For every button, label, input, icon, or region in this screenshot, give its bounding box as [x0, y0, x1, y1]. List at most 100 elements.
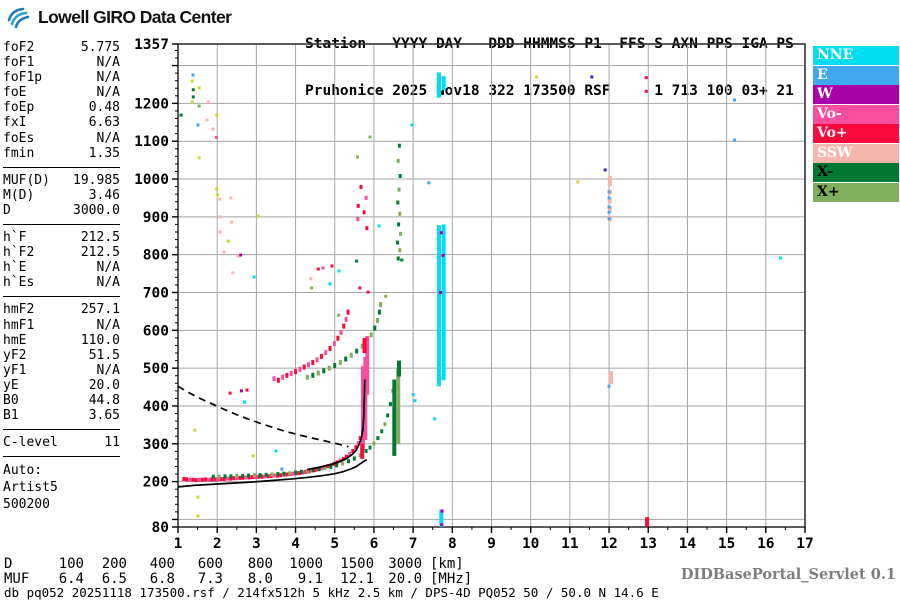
- svg-text:1: 1: [174, 536, 183, 552]
- giro-logo: Lowell GIRO Data Center: [6, 5, 232, 29]
- param-value: 212.5: [80, 245, 120, 261]
- param-row-hme: hmE 110.0: [3, 333, 120, 348]
- autoscaling-info-line: Artist5: [3, 480, 58, 496]
- param-label: foEp: [3, 100, 35, 116]
- d-row-unit: [km]: [430, 556, 464, 572]
- param-label: foE: [3, 85, 27, 101]
- param-label: MUF(D): [3, 172, 50, 188]
- analysis-curves: [177, 379, 368, 488]
- param-label: D: [3, 202, 11, 218]
- file-status-line: db pq052 20251118 173500.rsf / 214fx512h…: [4, 585, 659, 600]
- panel-divider: [3, 456, 120, 458]
- param-value: 44.8: [88, 392, 120, 408]
- series-x-mode-trace: [211, 388, 395, 479]
- param-row-mufd: MUF(D) 19.985: [3, 173, 120, 188]
- svg-text:12: 12: [600, 536, 617, 552]
- param-value: 257.1: [80, 302, 120, 318]
- svg-text:1200: 1200: [134, 96, 169, 112]
- param-row-b1: B1 3.65: [3, 408, 120, 423]
- curve-dashed-virtual-height: [177, 385, 349, 448]
- muf-row-value: 6.8: [149, 571, 175, 587]
- panel-divider: [3, 296, 120, 298]
- axis-ticks: [172, 43, 806, 533]
- param-label: foF1: [3, 55, 35, 71]
- d-row-value: 100: [58, 556, 84, 572]
- muf-row-label: MUF: [4, 571, 30, 587]
- svg-text:15: 15: [718, 536, 735, 552]
- muf-row-value: 8.0: [247, 571, 273, 587]
- param-value: 6.63: [88, 115, 120, 131]
- svg-text:13: 13: [640, 536, 657, 552]
- param-row-fof2: foF2 5.775: [3, 40, 120, 55]
- series-second-hop-o-asymptote: [356, 184, 369, 231]
- svg-text:17: 17: [796, 536, 813, 552]
- panel-divider: [3, 224, 120, 226]
- curve-fitted-trace: [307, 379, 366, 471]
- d-row-label: D: [4, 556, 13, 572]
- param-label: h`Es: [3, 275, 35, 291]
- param-value: 20.0: [88, 377, 120, 393]
- giro-logo-icon: [7, 7, 30, 29]
- svg-text:14: 14: [679, 536, 697, 552]
- svg-text:5: 5: [330, 536, 339, 552]
- curve-true-height-profile: [177, 459, 368, 488]
- legend-item-vo: Vo+: [813, 124, 899, 143]
- param-value: 5.775: [80, 40, 120, 55]
- d-row-value: 800: [247, 556, 273, 572]
- param-row-b0: B0 44.8: [3, 393, 120, 408]
- param-row-foe: foE N/A: [3, 85, 120, 100]
- param-row-fof1: foF1 N/A: [3, 55, 120, 70]
- param-label: foEs: [3, 130, 35, 146]
- svg-text:11: 11: [561, 536, 579, 552]
- muf-row-unit: [MHz]: [430, 571, 473, 587]
- legend-item-vo: Vo-: [813, 104, 899, 124]
- autoscaling-info-line: 500200: [3, 497, 50, 513]
- param-label: foF1p: [3, 70, 43, 86]
- param-label: fmin: [3, 145, 35, 161]
- param-label: hmF1: [3, 317, 35, 333]
- muf-row-value: 20.0: [388, 571, 422, 587]
- svg-text:80: 80: [152, 520, 169, 536]
- station-header-columns: Station YYYY DAY DDD HHMMSS P1 FFS S AXN…: [305, 36, 794, 52]
- param-value: N/A: [96, 70, 120, 86]
- svg-text:300: 300: [143, 437, 169, 453]
- param-label: B0: [3, 392, 19, 408]
- panel-divider: [3, 166, 120, 168]
- y-axis-labels: 1357 1200 1100 1000 900 800 700 600 500 400 300 200…: [134, 37, 169, 536]
- autoscaling-info-line: Auto:: [3, 463, 43, 479]
- muf-table: D 100 200 400 600 800 1000 1500 3000 [km] MUF 6.4 6.…: [0, 556, 900, 587]
- param-row-d: D 3000.0: [3, 203, 120, 218]
- svg-text:900: 900: [143, 210, 169, 226]
- svg-text:400: 400: [143, 399, 169, 415]
- svg-text:200: 200: [143, 475, 169, 491]
- param-value: 51.5: [88, 347, 120, 363]
- param-label: foF2: [3, 40, 35, 55]
- param-row-clevel: C-level 11: [3, 435, 120, 450]
- param-label: yF2: [3, 347, 27, 363]
- param-label: B1: [3, 408, 19, 424]
- param-value: N/A: [96, 362, 120, 378]
- param-label: h`F: [3, 230, 27, 246]
- svg-text:500: 500: [143, 361, 169, 377]
- param-value: N/A: [96, 85, 120, 101]
- svg-text:1000: 1000: [134, 172, 169, 188]
- param-row-ye: yE 20.0: [3, 378, 120, 393]
- svg-text:700: 700: [143, 285, 169, 301]
- param-row-fmin: fmin 1.35: [3, 146, 120, 161]
- series-second-hop-x-asymptote: [395, 143, 403, 261]
- param-value: 11: [104, 435, 120, 451]
- param-row-foes: foEs N/A: [3, 131, 120, 146]
- param-label: hmF2: [3, 302, 35, 318]
- station-header-values: Pruhonice 2025 Nov18 322 173500 RSF 1 71…: [305, 82, 794, 99]
- svg-text:7: 7: [409, 536, 418, 552]
- muf-row-value: 6.5: [101, 571, 127, 587]
- d-row-value: 1500: [340, 556, 374, 572]
- d-row-value: 600: [197, 556, 223, 572]
- parameter-panel: foF2 5.775 foF1 N/A foF1p N/A foE N/A foEp 0.48 fx…: [3, 40, 120, 513]
- svg-text:1357: 1357: [134, 37, 169, 53]
- param-row-he: h`E N/A: [3, 260, 120, 275]
- param-row-hf: h`F 212.5: [3, 230, 120, 245]
- x-axis-labels: 1 2 3 4 5 6 7 8 9 10 11 12 13 14 15 16 17: [174, 536, 814, 552]
- param-value: 0.48: [88, 100, 120, 116]
- param-value: N/A: [96, 275, 120, 291]
